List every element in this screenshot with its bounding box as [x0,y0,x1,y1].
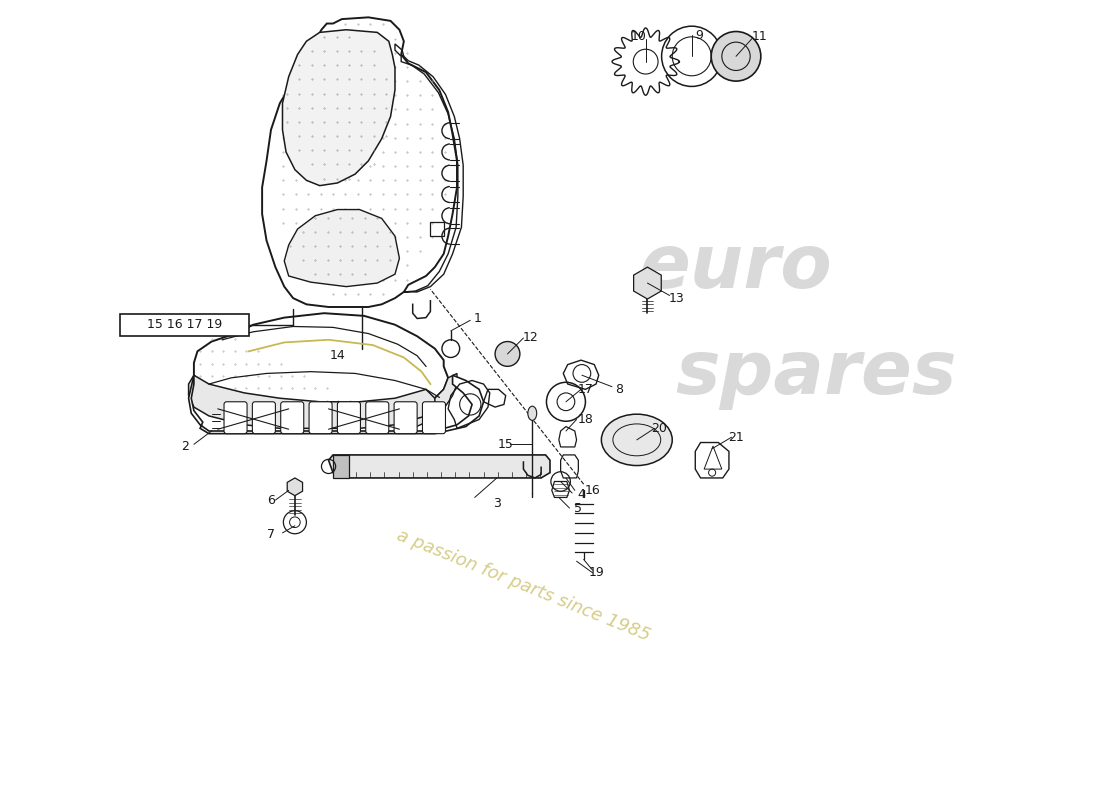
Text: 11: 11 [751,30,767,43]
Text: 18: 18 [578,413,593,426]
FancyBboxPatch shape [394,402,417,434]
Bar [333,455,349,478]
Text: spares: spares [675,337,957,410]
Text: a passion for parts since 1985: a passion for parts since 1985 [394,526,652,646]
Text: 21: 21 [728,430,744,444]
Polygon shape [262,18,456,307]
Polygon shape [284,210,399,286]
Polygon shape [329,455,550,478]
Polygon shape [188,375,484,434]
FancyBboxPatch shape [366,402,388,434]
Text: 7: 7 [267,528,275,541]
Text: 8: 8 [615,383,623,396]
Text: 6: 6 [267,494,275,507]
FancyBboxPatch shape [280,402,304,434]
FancyBboxPatch shape [252,402,275,434]
Text: 4: 4 [578,488,585,502]
Text: 9: 9 [695,29,703,42]
Polygon shape [634,267,661,299]
Text: 3: 3 [493,497,500,510]
Polygon shape [194,313,448,419]
FancyBboxPatch shape [224,402,248,434]
Polygon shape [412,374,456,428]
Text: 20: 20 [651,422,667,435]
Text: 14: 14 [330,350,345,362]
Text: 15: 15 [498,438,514,450]
Text: 19: 19 [588,566,604,579]
Text: 1: 1 [473,312,482,325]
Text: 10: 10 [630,30,647,43]
Text: 17: 17 [578,383,593,396]
FancyBboxPatch shape [338,402,361,434]
Circle shape [495,342,520,366]
Circle shape [712,31,761,81]
Text: 15 16 17 19: 15 16 17 19 [147,318,222,331]
Text: 13: 13 [669,292,684,305]
Polygon shape [287,478,303,496]
Ellipse shape [528,406,537,420]
Text: 5: 5 [574,502,582,515]
FancyBboxPatch shape [120,314,249,336]
Text: 2: 2 [182,439,189,453]
Text: 16: 16 [584,484,601,497]
FancyBboxPatch shape [422,402,446,434]
Text: 12: 12 [522,331,538,345]
Polygon shape [283,30,395,186]
Text: euro: euro [639,230,833,304]
Polygon shape [188,375,434,428]
Ellipse shape [602,414,672,466]
FancyBboxPatch shape [309,402,332,434]
